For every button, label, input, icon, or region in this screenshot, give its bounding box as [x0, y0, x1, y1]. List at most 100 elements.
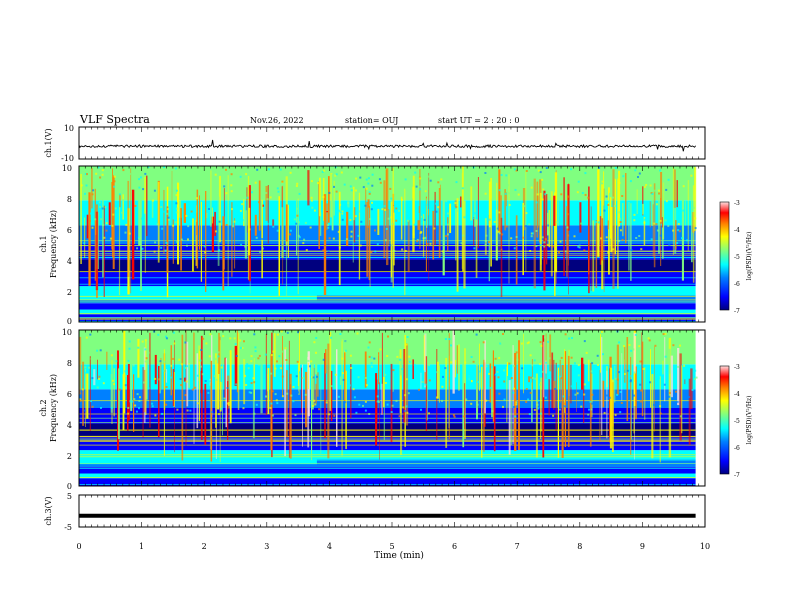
ch1-spec-ylabel-freq: Frequency (kHz)	[49, 210, 58, 278]
ch1-speckle-258	[343, 175, 346, 178]
ch2-sferic-142	[668, 348, 671, 374]
ch1-speckle-293	[694, 217, 697, 220]
ch2-speckle-39	[558, 375, 561, 378]
ch2-speckle-141	[525, 388, 528, 390]
ch2-sferic-220	[588, 359, 590, 382]
ch1-speckle-238	[618, 211, 621, 214]
ch1-speckle-442	[587, 196, 590, 199]
ch1-speckle-157	[230, 184, 233, 187]
ch1-speckle-266	[163, 166, 166, 169]
ch2-speckle-427	[428, 364, 430, 367]
ch1-sferic-3	[438, 188, 441, 258]
ch2-speckle-411	[394, 386, 397, 389]
ch1-speckle-493	[618, 182, 621, 184]
ch1-speckle-497	[354, 215, 357, 218]
ch2-sferic-162	[564, 349, 565, 413]
ch2-sferic-141	[425, 356, 428, 432]
ch1-sferic-171	[545, 194, 548, 265]
ch2-speckle-176	[638, 345, 641, 348]
ch1-speckle-424	[101, 173, 104, 176]
ch1-speckle-448	[440, 178, 443, 181]
ch1-speckle-492	[174, 221, 177, 224]
ch2-speckle-456	[470, 376, 473, 379]
ch1-speckle-377	[248, 228, 251, 231]
ch1-speckle-263	[223, 185, 226, 188]
ch2-sferic-249	[172, 369, 174, 406]
ch2-speckle-275	[619, 411, 622, 414]
ch2-speckle-429	[531, 364, 534, 367]
ch1-speckle-328	[439, 172, 442, 175]
ch2-speckle-207	[276, 360, 278, 363]
ch2-speckle-363	[350, 367, 353, 369]
ch2-sferic-83	[489, 363, 492, 403]
ch1-speckle-298	[153, 185, 156, 188]
ch1-speckle-389	[522, 236, 525, 239]
ch2-sferic-128	[559, 359, 561, 403]
ch2-sferic-41	[512, 345, 514, 445]
ch2-speckle-465	[420, 408, 422, 411]
ch2-speckle-264	[574, 393, 577, 396]
ch1-speckle-276	[633, 194, 636, 197]
ch2-speckle-259	[276, 333, 279, 336]
ch2-speckle-206	[496, 370, 499, 373]
ch2-sferic-170	[420, 372, 422, 389]
ch2-speckle-32	[527, 398, 530, 401]
ch1-sferic-241	[328, 176, 330, 223]
ch2-sferic-59	[555, 362, 557, 431]
ch1-speckle-233	[462, 234, 465, 237]
ch1-sferic-189	[547, 212, 549, 236]
ch1-speckle-72	[186, 244, 188, 247]
ch2-speckle-413	[564, 333, 567, 336]
ch1-speckle-31	[551, 245, 554, 248]
ch1-speckle-387	[676, 242, 679, 245]
ch1-speckle-299	[345, 206, 348, 209]
ch2-colorbar-label: log(PSD)(V²/Hz)	[746, 396, 753, 445]
ch1-speckle-294	[88, 201, 91, 204]
ch2-speckle-389	[424, 405, 426, 408]
ch2-speckle-72	[583, 340, 586, 343]
ch2-speckle-210	[560, 356, 563, 359]
ch1-speckle-390	[90, 212, 92, 215]
ch1-speckle-32	[677, 229, 680, 232]
ch2-speckle-462	[619, 391, 622, 393]
ch1-spec-ylabel-channel: ch.1	[39, 235, 48, 252]
ch2-speckle-439	[404, 394, 407, 397]
ch1-speckle-271	[305, 249, 308, 251]
ch2-speckle-53	[533, 367, 536, 370]
ch1-speckle-483	[643, 186, 646, 188]
ch2-speckle-104	[364, 409, 367, 412]
ch1-speckle-393	[165, 241, 168, 244]
ch1-band-2	[79, 303, 696, 310]
ch1-speckle-466	[168, 218, 171, 221]
ch1-sferic-164	[548, 210, 551, 248]
ch1-speckle-313	[484, 244, 487, 246]
ch2-speckle-122	[352, 388, 355, 391]
ch2-speckle-134	[590, 370, 593, 373]
ch1-speckle-160	[289, 229, 292, 232]
ch2-sferic-16	[549, 334, 552, 372]
ch1-speckle-100	[416, 238, 419, 241]
ch2-speckle-196	[512, 406, 515, 408]
ch2-speckle-483	[379, 348, 382, 351]
ch2-speckle-306	[127, 359, 130, 362]
ch2-sferic-213	[316, 372, 319, 397]
ch1-speckle-429	[144, 172, 147, 175]
ch1-speckle-229	[504, 192, 507, 195]
ch2-sferic-236	[561, 365, 564, 458]
ch1-sferic-130	[200, 201, 202, 282]
ch1-speckle-439	[471, 184, 474, 187]
ch1-speckle-183	[175, 202, 178, 205]
ch1-speckle-337	[645, 184, 648, 186]
ch1-sferic-137	[338, 191, 341, 286]
ch2-ytick-10: 10	[62, 328, 72, 337]
ch2-speckle-297	[353, 396, 356, 399]
ch2-speckle-190	[398, 415, 401, 418]
ch1-sferic-57	[522, 188, 526, 231]
ch2-speckle-394	[683, 364, 686, 367]
ch2-speckle-457	[244, 374, 247, 377]
ch2-speckle-211	[191, 388, 194, 391]
ch1-sferic-230	[278, 196, 280, 296]
ch2-speckle-385	[325, 401, 328, 404]
ch1-speckle-204	[604, 234, 607, 237]
ch1-speckle-166	[379, 181, 382, 184]
